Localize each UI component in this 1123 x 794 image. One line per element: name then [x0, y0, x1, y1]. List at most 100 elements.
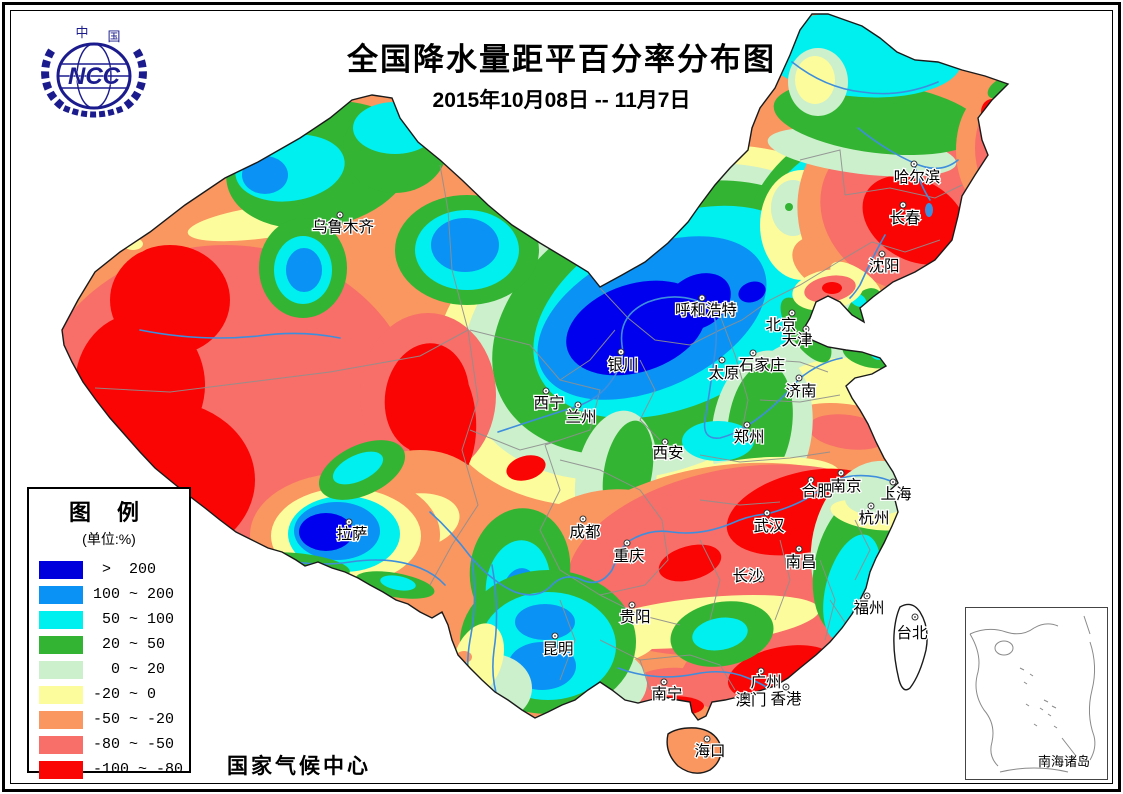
city: 太原: [707, 356, 741, 383]
city-label: 杭州: [858, 509, 889, 527]
city-marker-dot: [892, 481, 894, 483]
city-label: 拉萨: [336, 525, 367, 543]
legend-swatch: [39, 735, 83, 754]
city: 南昌: [784, 545, 818, 572]
city-marker-dot: [554, 635, 556, 637]
legend-label: -80 ~ -50: [93, 736, 175, 753]
legend-item: 100 ~ 200: [29, 582, 189, 607]
legend-unit: (单位:%): [82, 531, 136, 547]
city-marker-dot: [798, 377, 800, 379]
city: 天津: [780, 325, 814, 350]
city-label: 合肥: [801, 482, 832, 500]
city-label: 台北: [896, 624, 928, 642]
city-label: 呼和浩特: [675, 301, 737, 319]
city-label: 济南: [785, 382, 816, 400]
city: 沈阳: [867, 250, 901, 276]
city-label: 澳门: [735, 691, 766, 709]
ncc-logo-graphic: NCC 中 国: [41, 25, 147, 118]
city-marker-dot: [746, 424, 748, 426]
legend-item: > 200: [29, 557, 189, 582]
city-marker-dot: [866, 595, 868, 597]
china-coastline: [61, 13, 1010, 721]
city: 香港: [769, 683, 803, 709]
credit-text: 国家气候中心: [227, 755, 371, 778]
city-marker-dot: [760, 578, 762, 580]
ncc-logo: NCC 中 国: [32, 24, 154, 124]
liao-river: [849, 234, 886, 299]
city: 石家庄: [737, 349, 787, 375]
city-marker-dot: [631, 604, 633, 606]
city-marker-dot: [791, 312, 793, 314]
legend-item: -100 ~ -80: [29, 757, 189, 782]
inset-coastlines: [969, 615, 1096, 773]
city-label: 福州: [853, 599, 884, 617]
city-marker-dot: [914, 616, 916, 618]
city-label: 银川: [607, 356, 638, 374]
city: 西宁: [532, 387, 566, 413]
city-label: 北京: [765, 316, 796, 334]
city-label: 成都: [569, 523, 600, 541]
city-marker-dot: [913, 163, 915, 165]
city-label: 南昌: [785, 553, 816, 571]
city: 上海: [879, 478, 913, 504]
amur-river: [791, 61, 939, 95]
city-label: 香港: [770, 690, 802, 708]
city-label: 太原: [708, 364, 739, 382]
legend-item: -80 ~ -50: [29, 732, 189, 757]
legend-swatch: [39, 685, 83, 704]
yarlung-river: [267, 555, 446, 586]
south-china-sea-inset: 南海诸岛: [965, 607, 1108, 780]
city-marker-dot: [582, 518, 584, 520]
city: 兰州: [564, 401, 598, 427]
city-marker-dot: [701, 297, 703, 299]
city-marker-dot: [706, 738, 708, 740]
city: 南京: [829, 469, 863, 496]
legend-item: 0 ~ 20: [29, 657, 189, 682]
city-label: 广州: [750, 673, 781, 691]
legend-label: 0 ~ 20: [93, 661, 166, 678]
city: 广州: [749, 667, 783, 692]
city-label: 乌鲁木齐: [312, 218, 374, 236]
city-label: 沈阳: [868, 257, 899, 275]
city-marker-dot: [881, 253, 883, 255]
city: 济南: [784, 374, 818, 401]
reservoir: [925, 203, 933, 217]
city-label: 西安: [652, 444, 683, 462]
city: 贵阳: [618, 601, 652, 627]
city-marker-dot: [760, 670, 762, 672]
city: 银川: [606, 348, 640, 375]
city-marker-dot: [620, 351, 622, 353]
legend-item: 50 ~ 100: [29, 607, 189, 632]
logo-char-zhong: 中: [75, 25, 88, 40]
city: 武汉: [752, 509, 786, 536]
legend-swatch: [39, 610, 83, 629]
city-label: 南宁: [651, 685, 682, 703]
city: 拉萨: [335, 518, 369, 544]
city-label: 石家庄: [739, 356, 786, 374]
legend-label: 50 ~ 100: [93, 611, 175, 628]
city-marker-dot: [545, 390, 547, 392]
city-marker-dot: [348, 521, 350, 523]
city-label: 哈尔滨: [894, 168, 941, 186]
city-label: 兰州: [565, 408, 596, 426]
city-label: 长春: [889, 209, 920, 227]
wreath-left: [41, 47, 65, 110]
legend-item: 20 ~ 50: [29, 632, 189, 657]
city: 呼和浩特: [674, 294, 738, 320]
city: 北京: [764, 309, 798, 335]
city: 长沙: [731, 566, 765, 587]
legend-items: > 200 100 ~ 200 50 ~ 100 20 ~ 50 0 ~ 20 -2…: [29, 557, 189, 782]
city-marker-dot: [664, 441, 666, 443]
inset-label: 南海诸岛: [1038, 754, 1090, 769]
legend-item: -20 ~ 0: [29, 682, 189, 707]
legend-title: 图 例: [68, 500, 150, 525]
city-label: 昆明: [542, 641, 573, 658]
city-marker-dot: [752, 352, 754, 354]
legend-swatch: [39, 635, 83, 654]
city: 西安: [651, 438, 685, 463]
city-marker-dot: [840, 472, 842, 474]
city-label: 武汉: [753, 517, 785, 535]
legend-swatch: [39, 560, 83, 579]
city-marker-dot: [663, 681, 665, 683]
